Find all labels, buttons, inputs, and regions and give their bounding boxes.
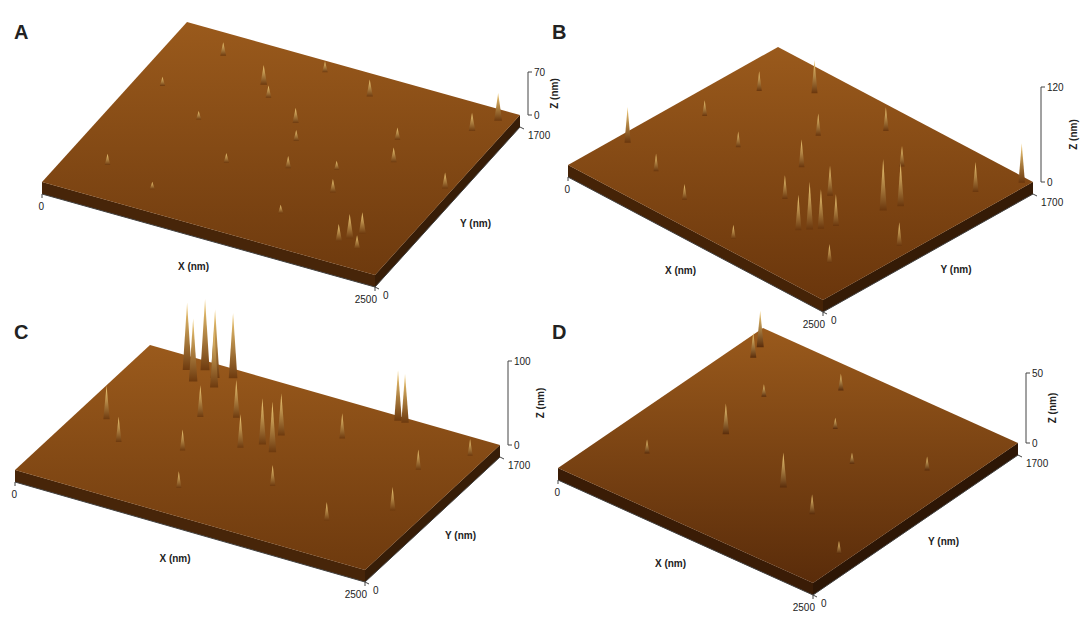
- svg-text:0: 0: [554, 487, 560, 498]
- svg-text:0: 0: [831, 315, 837, 326]
- svg-text:0: 0: [514, 440, 520, 451]
- svg-text:120: 120: [1047, 82, 1064, 93]
- svg-text:70: 70: [534, 67, 546, 78]
- svg-text:0: 0: [564, 184, 570, 195]
- svg-text:X (nm): X (nm): [665, 265, 696, 276]
- svg-text:D: D: [552, 321, 566, 343]
- svg-text:1700: 1700: [1041, 197, 1064, 208]
- svg-text:0: 0: [534, 110, 540, 121]
- svg-text:0: 0: [373, 585, 379, 596]
- svg-text:B: B: [552, 21, 566, 43]
- svg-text:Z (nm): Z (nm): [535, 388, 546, 419]
- svg-text:Z (nm): Z (nm): [549, 78, 560, 109]
- svg-text:0: 0: [1047, 177, 1053, 188]
- svg-text:0: 0: [821, 598, 827, 609]
- svg-text:100: 100: [514, 356, 531, 367]
- svg-text:0: 0: [383, 290, 389, 301]
- svg-text:C: C: [14, 321, 28, 343]
- svg-text:X (nm): X (nm): [655, 558, 686, 569]
- svg-text:1700: 1700: [1026, 458, 1049, 469]
- svg-text:1700: 1700: [528, 130, 551, 141]
- svg-text:0: 0: [1032, 438, 1038, 449]
- svg-text:X (nm): X (nm): [159, 553, 190, 564]
- svg-text:2500: 2500: [355, 294, 378, 305]
- svg-text:Z (nm): Z (nm): [1068, 119, 1079, 150]
- svg-text:X (nm): X (nm): [178, 261, 209, 272]
- svg-text:A: A: [14, 21, 28, 43]
- svg-text:Y (nm): Y (nm): [445, 530, 476, 541]
- svg-text:2500: 2500: [803, 319, 826, 330]
- svg-text:0: 0: [38, 201, 44, 212]
- svg-text:Y (nm): Y (nm): [460, 218, 491, 229]
- svg-text:Y (nm): Y (nm): [941, 264, 972, 275]
- svg-text:2500: 2500: [793, 602, 816, 613]
- svg-text:Z (nm): Z (nm): [1047, 393, 1058, 424]
- svg-text:0: 0: [11, 489, 17, 500]
- svg-text:Y (nm): Y (nm): [928, 536, 959, 547]
- svg-text:1700: 1700: [508, 460, 531, 471]
- svg-text:2500: 2500: [345, 589, 368, 600]
- svg-text:50: 50: [1032, 368, 1044, 379]
